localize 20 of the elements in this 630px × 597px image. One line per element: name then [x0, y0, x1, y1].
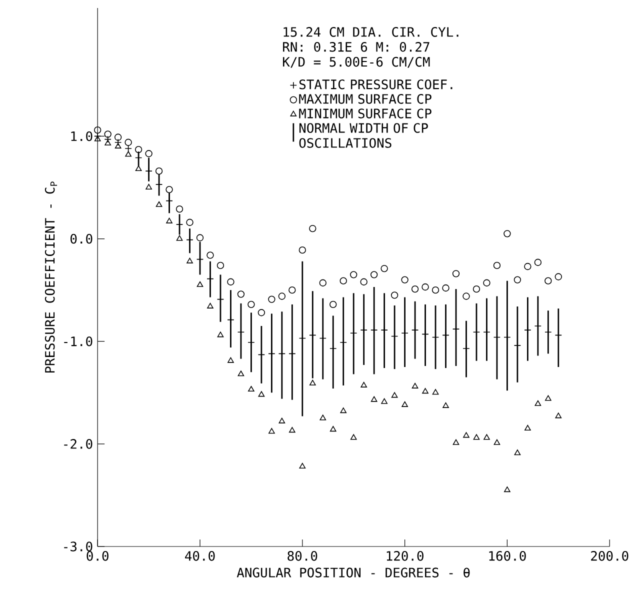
y-tick-label: 0.0 — [70, 234, 92, 244]
y-tick-label: 1.0 — [71, 131, 92, 142]
x-tick-label: 0.0 — [86, 551, 108, 561]
legend-label: MINIMUM SURFACE CP — [299, 108, 432, 118]
y-tick-label: -3.0 — [64, 542, 92, 552]
x-tick-label: 40.0 — [185, 551, 215, 561]
x-axis-title: ANGULAR POSITION - DEGREES - θ — [236, 568, 470, 578]
x-tick-label: 200.0 — [591, 551, 628, 561]
legend-label: MAXIMUM SURFACE CP — [299, 94, 432, 104]
annotation: NORMAL WIDTH OF CP OSCILLATIONS — [299, 123, 428, 148]
annotation: K/D = 5.00E-6 CM/CM — [282, 56, 430, 68]
annotation: 15.24 CM DIA. CIR. CYL. — [284, 27, 458, 37]
x-tick-label: 160.0 — [489, 551, 526, 561]
y-tick-label: -1.0 — [64, 336, 92, 346]
legend-label: STATIC PRESSURE COEF. — [299, 79, 452, 90]
y-tick-label: -2.0 — [64, 439, 92, 449]
x-tick-label: 120.0 — [386, 551, 424, 561]
x-tick-label: 80.0 — [288, 551, 318, 561]
annotation: RN: 0.31E 6 M: 0.27 — [283, 42, 430, 52]
y-axis-title: PRESSURE COEFFICIENT - C$_{P}$ — [44, 182, 58, 373]
